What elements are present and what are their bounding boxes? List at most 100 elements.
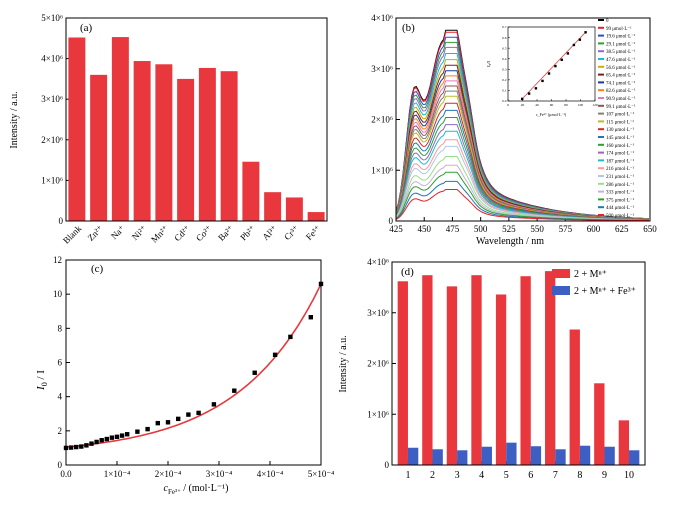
x-tick-label: 650 <box>643 224 657 234</box>
bar-series-2 <box>457 450 468 465</box>
bar-series-2 <box>506 442 517 465</box>
x-tick-label: Cr³⁺ <box>282 223 301 242</box>
inset-point <box>521 97 524 101</box>
inset-point <box>560 58 563 61</box>
data-point <box>165 420 171 425</box>
legend-label: 286 μmol·L⁻¹ <box>606 182 635 188</box>
inset-y-tick-label: 0.3 <box>502 67 507 71</box>
bar-series-2 <box>555 449 566 465</box>
y-tick-label: 2×10⁶ <box>371 115 393 125</box>
inset-y-tick-label: 0.2 <box>502 78 507 82</box>
panel-b-frame <box>395 17 651 222</box>
inset-y-tick-label: 0.1 <box>502 89 507 93</box>
bar-series-2 <box>481 446 492 465</box>
inset-point <box>578 38 582 41</box>
y-tick-label: 0 <box>59 216 64 226</box>
x-tick-label: Cd²⁺ <box>172 223 192 243</box>
y-tick-label: 2 <box>58 426 63 436</box>
legend-label: 0 <box>606 19 609 24</box>
y-tick-label: 1×10⁶ <box>367 409 389 419</box>
bar-series-1 <box>397 281 408 465</box>
bar <box>68 37 86 221</box>
inset-point <box>547 72 551 75</box>
bar-series-1 <box>618 420 630 465</box>
x-tick-label: 550 <box>530 224 544 234</box>
bar-series-1 <box>594 383 605 465</box>
inset-x-tick-label: 60 <box>550 103 554 107</box>
legend-label: 19.6 μmol·L⁻¹ <box>606 34 636 40</box>
panel-d-frame <box>391 261 646 466</box>
y-tick-label: 2×10⁶ <box>367 359 389 369</box>
data-point <box>119 433 125 438</box>
bar <box>242 161 260 221</box>
y-tick-label: 5×10⁶ <box>41 13 63 23</box>
x-tick-label: 425 <box>389 224 403 234</box>
panel-d-ylabel: Intensity / a.u. <box>338 335 349 392</box>
bar-series-2 <box>629 450 640 465</box>
data-point <box>211 402 217 407</box>
x-tick-label: 625 <box>615 224 629 234</box>
x-tick-label: 4 <box>479 470 484 481</box>
inset-x-tick-label: 40 <box>535 103 539 107</box>
legend-label: 187 μmol·L⁻¹ <box>606 158 635 164</box>
data-point <box>176 416 181 422</box>
fit-curve <box>65 283 322 448</box>
inset-x-tick-label: 20 <box>521 103 525 107</box>
bar-series-2 <box>530 446 542 465</box>
legend-label: 47.6 μmol·L⁻¹ <box>606 57 636 63</box>
panel-c-xlabel-main: c <box>164 483 169 494</box>
y-tick-label: 0 <box>389 216 394 226</box>
legend-label: 99 μmol·L⁻¹ <box>606 26 632 32</box>
data-point <box>232 388 237 393</box>
data-point <box>99 438 104 443</box>
panel-b-legend: 0 99 μmol·L⁻¹ 19.6 μmol·L⁻¹29.1 μmol·L⁻¹ 38… <box>598 19 636 219</box>
panel-c-xlabel: cFe³⁺ / (mol·L⁻¹) <box>164 483 229 496</box>
bar-series-1 <box>495 294 507 465</box>
data-point <box>79 444 84 449</box>
x-tick-label: 525 <box>502 224 516 234</box>
y-tick-label: 8 <box>58 323 63 333</box>
bar <box>220 71 238 221</box>
legend-label: 333 μmol·L⁻¹ <box>606 190 635 196</box>
legend-label: 500 μmol·L⁻¹ <box>606 213 635 219</box>
data-point <box>125 432 130 437</box>
x-tick-label: Na⁺ <box>109 223 127 241</box>
panel-a: (a) Intensity / a.u. 0 1×10⁶ 2×10⁶ 3×10⁶ 4×1… <box>9 13 328 246</box>
legend-label: 99.1 μmol·L⁻¹ <box>606 104 636 110</box>
inset-point <box>566 52 570 55</box>
legend-label: 90.9 μmol·L⁻¹ <box>606 96 636 102</box>
inset-x-tick-label: 120 <box>592 103 598 107</box>
y-tick-label: 4×10⁶ <box>371 13 393 23</box>
inset-xlabel: c_Fe³⁺ (μmol·L⁻¹) <box>536 112 567 117</box>
x-tick-label: 6 <box>528 470 533 481</box>
y-tick-label: 3×10⁶ <box>371 64 393 74</box>
x-tick-label: 575 <box>559 224 573 234</box>
data-point <box>252 370 257 375</box>
legend-label: 29.1 μmol·L⁻¹ <box>606 41 636 47</box>
data-point <box>109 435 115 440</box>
panel-c-frame <box>65 259 322 466</box>
panel-c-xlabel-unit: / (mol·L⁻¹) <box>181 483 229 494</box>
x-tick-label: 600 <box>587 224 601 234</box>
data-point <box>68 445 74 450</box>
data-point <box>308 315 313 320</box>
panel-c-label: (c) <box>91 263 104 275</box>
legend-label: 231 μmol·L⁻¹ <box>606 174 635 180</box>
y-tick-label: 12 <box>53 255 62 265</box>
legend-label: 130 μmol·L⁻¹ <box>606 127 635 133</box>
bar <box>155 64 173 221</box>
x-tick-label: Mn²⁺ <box>149 223 170 244</box>
y-tick-label: 3×10⁶ <box>41 94 63 104</box>
inset-point <box>541 79 544 83</box>
x-tick-label: Co²⁺ <box>194 223 214 243</box>
panel-d-legend: 2 + Mⁿ⁺ 2 + Mⁿ⁺ + Fe³⁺ <box>552 269 636 297</box>
data-point <box>74 444 79 450</box>
legend-label: 160 μmol·L⁻¹ <box>606 143 635 149</box>
panel-c: (c) I0 / I cFe³⁺ / (mol·L⁻¹) 0246810120.… <box>35 255 334 496</box>
inset-point <box>572 43 576 47</box>
bar-series-2 <box>579 445 591 465</box>
inset-point <box>584 31 587 34</box>
x-tick-label: Zn²⁺ <box>86 223 106 243</box>
legend-label: 65.4 μmol·L⁻¹ <box>606 73 636 79</box>
bar-series-2 <box>604 446 615 465</box>
